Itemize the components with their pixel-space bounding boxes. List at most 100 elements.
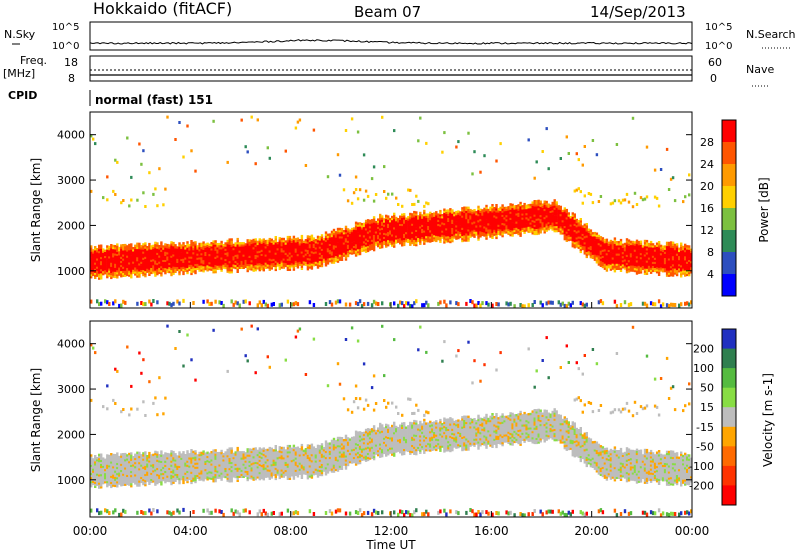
power-cell — [585, 302, 588, 307]
power-cell — [146, 264, 149, 267]
power-cell — [152, 192, 155, 196]
power-cell — [559, 209, 562, 213]
power-cell — [637, 249, 641, 252]
power-cell — [437, 229, 440, 233]
power-cell — [330, 230, 334, 234]
velocity-cell — [92, 474, 95, 477]
power-cell — [242, 258, 245, 261]
power-cell — [397, 303, 400, 308]
power-cell — [182, 260, 185, 263]
power-cell — [425, 225, 428, 228]
power-cell — [589, 229, 593, 232]
velocity-cell — [96, 508, 99, 513]
power-cell — [647, 251, 651, 254]
power-cell — [603, 238, 607, 242]
power-cell — [407, 232, 410, 235]
power-cell — [497, 222, 500, 225]
power-cell — [381, 237, 384, 241]
power-cell — [156, 270, 159, 274]
power-cell — [543, 231, 546, 234]
power-cell — [483, 234, 486, 237]
power-cell — [90, 273, 93, 277]
power-cell — [409, 188, 412, 192]
power-cell — [619, 245, 623, 248]
power-cell — [186, 269, 189, 273]
power-cell — [575, 152, 578, 156]
power-cell — [106, 271, 109, 275]
power-cell — [447, 229, 450, 233]
power-cell — [312, 255, 316, 259]
power-cell — [583, 229, 586, 233]
power-cell — [533, 300, 536, 304]
power-cell — [202, 259, 205, 263]
power-cell — [148, 242, 151, 246]
power-cell — [690, 271, 693, 274]
power-cell — [344, 129, 348, 132]
power-cell — [407, 224, 410, 227]
power-cell — [385, 218, 388, 222]
power-cell — [298, 249, 302, 252]
power-cell — [210, 252, 213, 255]
power-cell — [451, 237, 454, 241]
power-cell — [278, 237, 281, 240]
power-cell — [545, 217, 548, 220]
power-cell — [208, 249, 211, 253]
power-cell — [196, 265, 199, 268]
power-cell — [463, 229, 466, 232]
power-cell — [180, 266, 183, 270]
power-cell — [122, 254, 125, 257]
power-cell — [144, 256, 147, 259]
power-cell — [290, 240, 294, 243]
power-cell — [651, 257, 655, 260]
power-cell — [324, 260, 328, 263]
power-cell — [316, 262, 320, 265]
power-cell — [457, 212, 460, 215]
power-cell — [136, 265, 139, 268]
power-cell — [531, 303, 534, 307]
power-cell — [154, 247, 157, 251]
power-cell — [467, 214, 470, 218]
power-cell — [176, 254, 179, 257]
power-cell — [92, 257, 95, 260]
power-cell — [667, 266, 671, 269]
power-cell — [665, 147, 669, 151]
power-cell — [513, 213, 516, 216]
power-cell — [680, 269, 683, 272]
power-cell — [154, 260, 157, 263]
power-cell — [134, 267, 137, 270]
power-cell — [419, 228, 422, 231]
velocity-cell — [94, 471, 97, 474]
power-cell — [372, 244, 376, 248]
power-cell — [204, 249, 207, 252]
power-cell — [571, 238, 574, 242]
power-cell — [194, 263, 197, 267]
power-cell — [479, 303, 482, 308]
power-cell — [623, 267, 627, 270]
power-cell — [112, 257, 115, 260]
power-cell — [96, 254, 99, 257]
power-cell — [324, 233, 328, 236]
power-cell — [250, 251, 253, 255]
power-cell — [178, 260, 181, 264]
power-cell — [493, 209, 496, 212]
power-cell — [641, 251, 645, 254]
power-cell — [260, 303, 263, 308]
power-cell — [511, 232, 514, 235]
power-cell — [535, 208, 538, 211]
power-cell — [260, 243, 263, 246]
power-cell — [332, 241, 336, 244]
power-cell — [451, 229, 454, 233]
power-cell — [338, 240, 342, 243]
power-cell — [567, 218, 570, 221]
velocity-cell — [94, 483, 97, 486]
power-cell — [397, 230, 400, 233]
power-cell — [543, 227, 546, 230]
power-cell — [360, 229, 364, 232]
power-cell — [623, 259, 627, 262]
power-cell — [270, 254, 273, 258]
power-cell — [497, 220, 500, 223]
power-cell — [190, 264, 193, 267]
power-cell — [152, 254, 155, 258]
power-cell — [529, 220, 532, 223]
power-cell — [439, 220, 442, 223]
